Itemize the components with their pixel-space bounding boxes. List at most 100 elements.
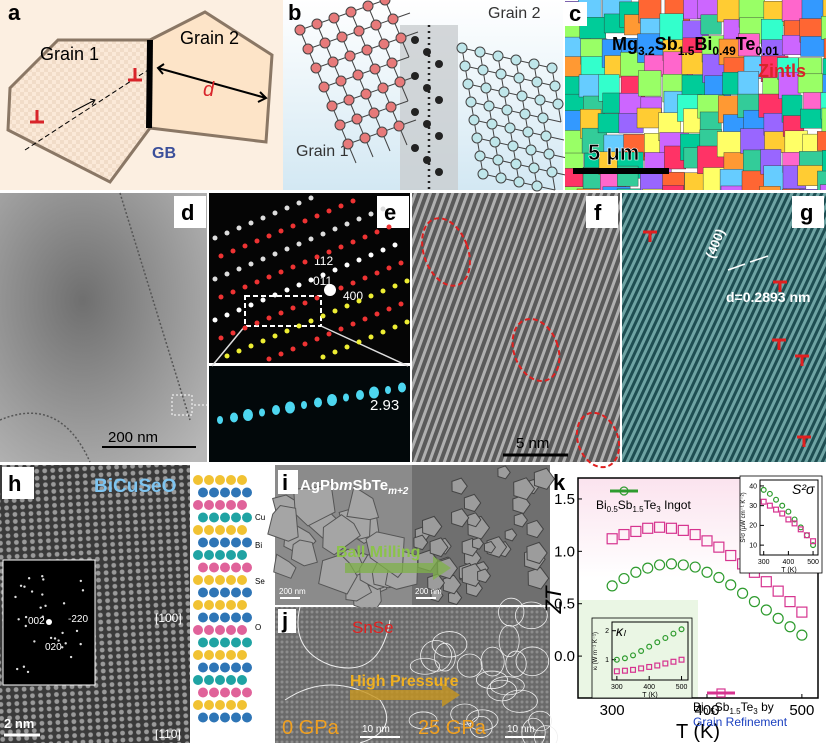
spot-label: 020 <box>45 642 62 653</box>
atom <box>379 0 391 6</box>
marker <box>773 496 780 503</box>
atom <box>474 150 486 162</box>
legend-part: Te <box>741 700 754 714</box>
legend-part: 1.5 <box>729 707 741 716</box>
grain <box>820 92 826 120</box>
marker <box>653 559 666 571</box>
atom <box>501 104 513 116</box>
spot <box>260 297 266 303</box>
panel-label: h <box>8 471 21 496</box>
x-tick-label: 500 <box>676 684 688 691</box>
x-tick-label: 400 <box>694 702 719 719</box>
atom <box>302 43 314 55</box>
spot <box>356 216 362 222</box>
grain <box>821 16 826 40</box>
atom <box>345 6 357 18</box>
label-box <box>586 196 618 228</box>
atom <box>516 90 528 102</box>
atom <box>344 50 356 62</box>
marker <box>772 585 784 597</box>
pressure-label: 0 GPa <box>282 717 340 739</box>
formula-part: Sb <box>655 34 678 54</box>
defect-marks <box>421 217 621 469</box>
spot <box>242 243 248 249</box>
grain <box>346 485 380 521</box>
atom <box>198 637 208 648</box>
boundary-atom <box>435 60 443 68</box>
scale-label: 2 nm <box>4 716 34 731</box>
grain <box>290 539 318 567</box>
spot <box>398 382 406 393</box>
spot <box>266 233 272 239</box>
marker <box>701 535 713 547</box>
panel-j: j SnSe High Pressure 0 GPa 25 GPa 10 nm … <box>275 597 558 743</box>
grain-outline <box>466 709 499 731</box>
spot <box>332 349 338 355</box>
legend-part: by <box>758 700 774 714</box>
y-tick-label: 0.5 <box>554 596 575 613</box>
spot <box>259 408 265 417</box>
diffraction-zoom <box>209 366 410 462</box>
inset-y-label: S²σ (μW cm⁻¹ K⁻²) <box>741 492 747 542</box>
spot <box>338 244 344 250</box>
grain <box>737 71 759 96</box>
scale-label: 5 μm <box>588 140 639 165</box>
atom <box>237 575 247 585</box>
spot <box>278 310 284 316</box>
panel-b: b Grain 2 Grain 1 <box>283 0 571 192</box>
atom <box>193 650 203 660</box>
spot <box>224 271 230 277</box>
atom <box>513 72 525 84</box>
fft-spot <box>81 589 85 592</box>
marker <box>784 621 796 633</box>
marker <box>665 522 678 534</box>
atom <box>226 475 236 485</box>
atom <box>459 60 471 72</box>
spot <box>308 277 314 283</box>
spot <box>374 311 380 317</box>
atom <box>386 57 398 69</box>
spot <box>356 257 362 263</box>
spot <box>230 248 236 254</box>
atom <box>226 525 236 535</box>
spot <box>326 249 332 255</box>
marker <box>725 579 737 591</box>
fft-spot <box>61 631 64 635</box>
atom <box>220 612 230 623</box>
panel-i: i AgPbmSbTem+2 Ball Milling 200 nm 200 n… <box>267 465 556 613</box>
boundary-atom <box>423 48 431 56</box>
atom <box>215 525 225 535</box>
atom <box>237 600 247 610</box>
marker <box>638 665 645 672</box>
grain-label: Grain 1 <box>40 44 99 64</box>
spot <box>272 333 278 339</box>
spot <box>380 329 386 335</box>
marker <box>725 549 737 562</box>
marker <box>784 596 796 608</box>
spot <box>332 226 338 232</box>
grain <box>800 36 826 57</box>
atom <box>237 675 247 685</box>
marker <box>662 634 669 641</box>
spot <box>266 356 272 362</box>
grain <box>720 185 749 190</box>
marker <box>630 652 637 659</box>
marker <box>618 528 630 541</box>
spot <box>362 316 368 322</box>
marker <box>670 630 677 637</box>
atom <box>193 625 203 635</box>
spot <box>332 308 338 314</box>
spot <box>368 293 374 299</box>
x-tick-label: 300 <box>600 702 625 719</box>
spot <box>368 211 374 217</box>
atom <box>220 562 230 573</box>
atom-label: Bi <box>255 541 262 550</box>
atom <box>193 500 203 510</box>
atom <box>242 687 252 698</box>
spot <box>301 401 307 409</box>
marker <box>766 490 773 497</box>
spot <box>320 354 326 360</box>
atom <box>220 662 230 673</box>
grain <box>504 528 518 542</box>
marker <box>613 656 620 663</box>
